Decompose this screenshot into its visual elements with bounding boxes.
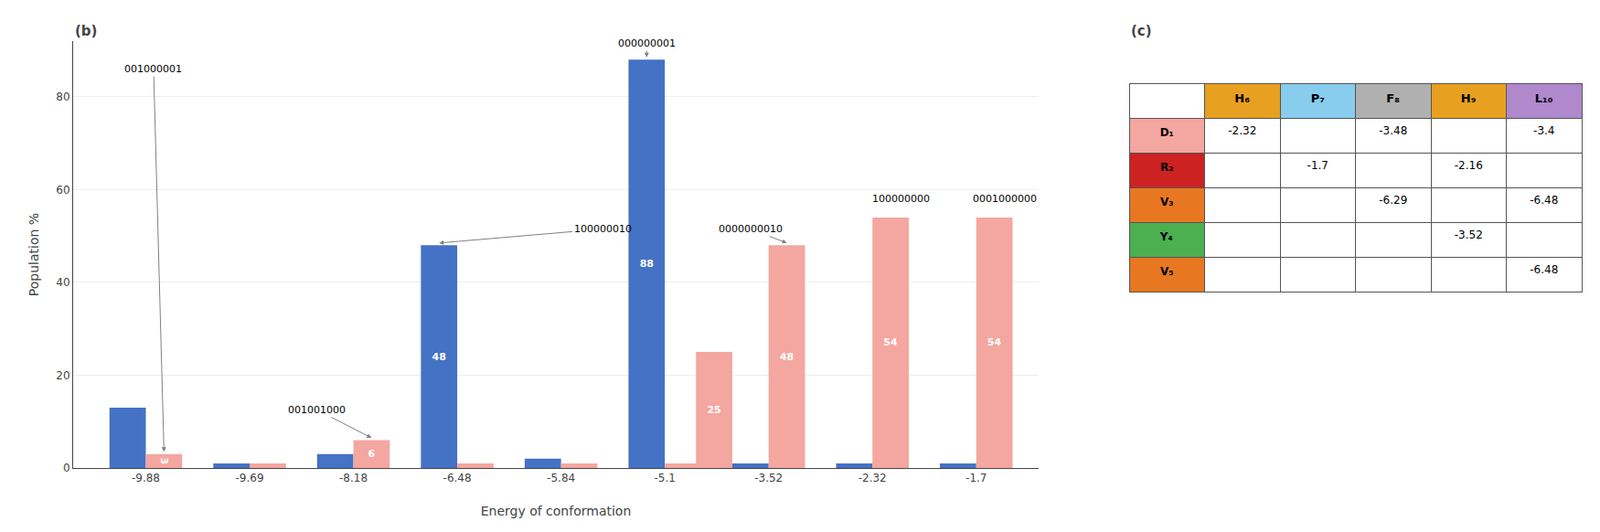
svg-text:40: 40: [55, 276, 70, 289]
svg-text:L₁₀: L₁₀: [1535, 91, 1554, 106]
svg-text:88: 88: [640, 257, 654, 270]
svg-text:-6.48: -6.48: [1529, 263, 1558, 277]
svg-text:-6.48: -6.48: [1529, 193, 1558, 207]
svg-text:-3.4: -3.4: [1533, 124, 1555, 138]
svg-text:Population %: Population %: [26, 213, 42, 297]
svg-text:80: 80: [55, 90, 70, 104]
svg-text:(b): (b): [74, 22, 97, 40]
svg-text:54: 54: [883, 336, 898, 349]
svg-text:-5.84: -5.84: [546, 471, 576, 485]
svg-text:25: 25: [706, 404, 721, 416]
svg-text:48: 48: [432, 351, 447, 363]
svg-text:0: 0: [63, 461, 71, 475]
svg-text:(c): (c): [1130, 22, 1152, 40]
svg-text:V₅: V₅: [1160, 265, 1174, 278]
svg-text:-2.16: -2.16: [1454, 159, 1483, 172]
svg-text:P₇: P₇: [1311, 91, 1325, 106]
svg-text:V₃: V₃: [1160, 195, 1174, 209]
svg-text:-5.1: -5.1: [653, 471, 675, 485]
svg-text:20: 20: [55, 369, 70, 383]
svg-text:60: 60: [55, 183, 70, 197]
svg-text:100000000: 100000000: [872, 192, 930, 205]
svg-text:-3.48: -3.48: [1378, 124, 1408, 138]
svg-text:-3.52: -3.52: [754, 471, 783, 485]
svg-text:-6.48: -6.48: [443, 471, 472, 485]
svg-text:R₂: R₂: [1160, 160, 1174, 174]
svg-text:Y₄: Y₄: [1159, 230, 1174, 244]
svg-text:100000010: 100000010: [574, 223, 632, 235]
svg-text:F₈: F₈: [1386, 91, 1400, 106]
svg-text:001001000: 001001000: [288, 404, 346, 416]
svg-text:-6.29: -6.29: [1378, 193, 1408, 207]
svg-text:Energy of conformation: Energy of conformation: [480, 503, 632, 519]
svg-text:54: 54: [987, 336, 1003, 349]
svg-text:-2.32: -2.32: [1227, 124, 1257, 138]
svg-text:48: 48: [779, 351, 794, 363]
svg-text:D₁: D₁: [1160, 126, 1174, 139]
svg-text:6: 6: [367, 448, 375, 460]
svg-text:000000001: 000000001: [618, 37, 676, 50]
svg-text:-2.32: -2.32: [858, 471, 887, 485]
svg-text:-9.88: -9.88: [131, 471, 160, 485]
svg-text:-8.18: -8.18: [339, 471, 368, 485]
svg-text:H₆: H₆: [1234, 91, 1250, 106]
svg-text:-1.7: -1.7: [1307, 159, 1329, 172]
svg-text:H₉: H₉: [1461, 91, 1477, 106]
svg-text:3: 3: [158, 458, 171, 466]
svg-text:0000000010: 0000000010: [718, 223, 783, 235]
svg-text:-1.7: -1.7: [965, 471, 987, 485]
svg-text:-3.52: -3.52: [1454, 228, 1483, 242]
svg-text:0001000000: 0001000000: [972, 192, 1037, 205]
svg-text:001000001: 001000001: [124, 63, 182, 75]
svg-text:-9.69: -9.69: [234, 471, 264, 485]
